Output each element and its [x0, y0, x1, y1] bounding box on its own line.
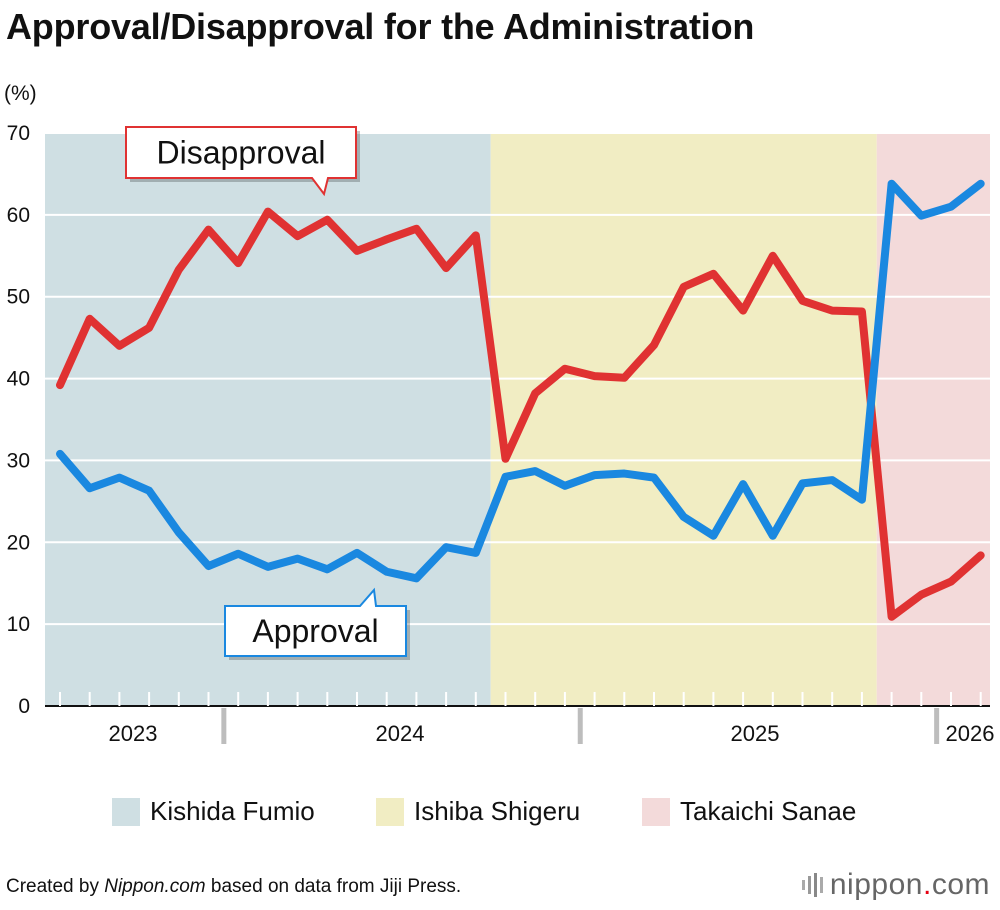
period-backgrounds — [45, 133, 990, 706]
x-year-label: 2024 — [376, 721, 425, 746]
series-line-disapproval — [56, 207, 985, 621]
logo-name: nippon — [829, 868, 923, 901]
series-callouts: Disapproval Approval — [125, 126, 410, 660]
logo-dot: . — [922, 868, 932, 901]
callout-box-approval — [224, 587, 407, 657]
legend-item-kishida: Kishida Fumio — [112, 796, 315, 827]
series-line-approval — [56, 179, 985, 583]
legend-swatch — [642, 797, 670, 826]
y-tick-label: 70 — [7, 122, 30, 145]
logo-tld: com — [931, 868, 990, 901]
chart-title: Approval/Disapproval for the Administrat… — [6, 6, 755, 47]
y-tick-label: 0 — [18, 695, 30, 718]
credit-prefix: Created by — [6, 876, 105, 897]
series-lines — [56, 179, 985, 621]
credit-suffix: based on data from Jiji Press. — [205, 876, 462, 897]
y-tick-label: 60 — [7, 204, 30, 227]
callout-label-disapproval: Disapproval — [157, 135, 326, 171]
logo-bars-icon — [801, 873, 823, 897]
source-credit: Created by Nippon.com based on data from… — [6, 876, 461, 898]
y-tick-label: 40 — [7, 368, 30, 391]
legend-label: Ishiba Shigeru — [414, 796, 581, 826]
y-tick-label: 30 — [7, 449, 30, 472]
legend-label: Takaichi Sanae — [680, 796, 857, 826]
axes: 0 10 20 30 40 50 60 70 (%) 2023 2024 2025 2026 — [4, 82, 994, 746]
legend-label: Kishida Fumio — [150, 796, 315, 826]
year-separator — [934, 708, 940, 744]
legend-item-ishiba: Ishiba Shigeru — [376, 796, 580, 827]
line-chart: 0 10 20 30 40 50 60 70 (%) 2023 2024 2025 2026 Disap… — [4, 82, 994, 746]
nippon-logo: nippon. com — [801, 868, 990, 902]
legend-swatch — [376, 797, 404, 826]
legend: Kishida Fumio Ishiba Shigeru Takaichi Sa… — [0, 796, 1000, 836]
y-tick-label: 10 — [7, 613, 30, 636]
credit-site: Nippon.com — [104, 876, 206, 897]
x-year-label: 2026 — [946, 721, 995, 746]
year-separator — [577, 708, 583, 744]
period-band — [490, 133, 877, 706]
y-tick-label: 20 — [7, 531, 30, 554]
callout-label-approval: Approval — [252, 613, 378, 649]
y-tick-label: 50 — [7, 286, 30, 309]
y-axis-unit: (%) — [4, 82, 37, 105]
legend-swatch — [112, 797, 140, 826]
x-year-label: 2023 — [109, 721, 158, 746]
grid-lines — [45, 132, 990, 626]
legend-item-takaichi: Takaichi Sanae — [642, 796, 856, 827]
callout-box-disapproval — [125, 126, 357, 197]
year-separator — [221, 708, 227, 744]
x-year-label: 2025 — [731, 721, 780, 746]
